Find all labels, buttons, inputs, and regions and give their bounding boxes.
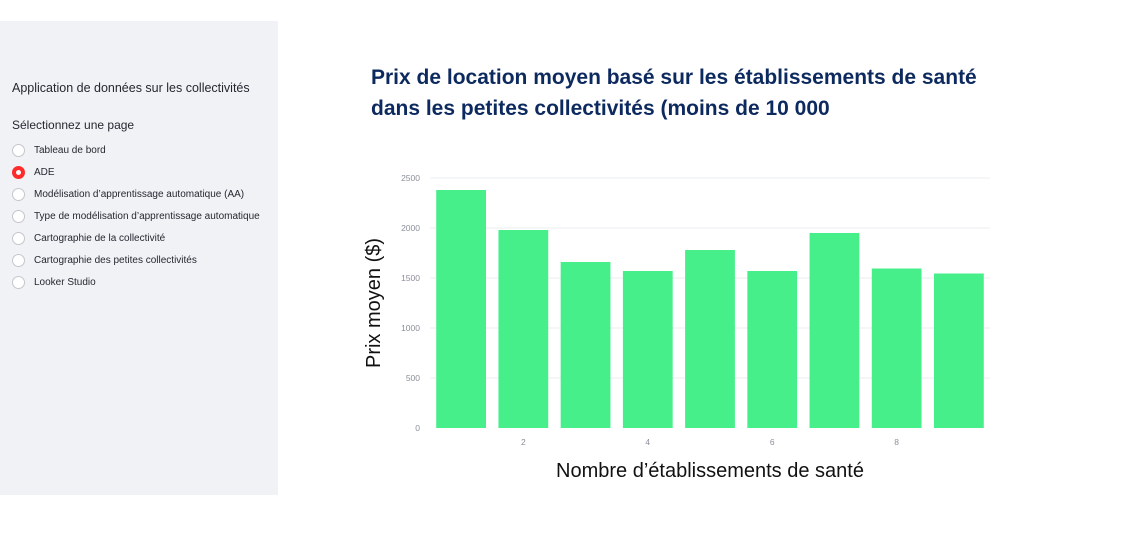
y-tick-label: 2500 — [401, 173, 420, 183]
radio-unselected-icon[interactable] — [12, 231, 25, 245]
radio-option[interactable]: Looker Studio — [12, 271, 260, 293]
x-axis-title: Nombre d’établissements de santé — [556, 460, 864, 482]
radio-option-label: Cartographie des petites collectivités — [34, 254, 197, 266]
radio-option[interactable]: Cartographie des petites collectivités — [12, 249, 260, 271]
y-tick-label: 0 — [415, 423, 420, 433]
radio-unselected-icon[interactable] — [12, 275, 25, 289]
bar — [871, 268, 922, 428]
radio-option-label: Looker Studio — [34, 276, 96, 288]
chart-title: Prix de location moyen basé sur les étab… — [371, 66, 977, 120]
bar — [809, 233, 860, 428]
radio-option[interactable]: Type de modélisation d’apprentissage aut… — [12, 205, 260, 227]
radio-option[interactable]: Modélisation d’apprentissage automatique… — [12, 183, 260, 205]
x-tick-label: 8 — [894, 437, 899, 447]
y-tick-label: 2000 — [401, 223, 420, 233]
x-tick-label: 2 — [521, 437, 526, 447]
app-title: Application de données sur les collectiv… — [12, 81, 250, 95]
page-radio-group: Tableau de bord ADE Modélisation d’apprent… — [12, 139, 260, 293]
radio-option[interactable]: Tableau de bord — [12, 139, 260, 161]
radio-unselected-icon[interactable] — [12, 143, 25, 157]
bar — [622, 271, 673, 428]
radio-option-label: Type de modélisation d’apprentissage aut… — [34, 210, 260, 222]
radio-option-label: Cartographie de la collectivité — [34, 232, 166, 244]
radio-unselected-icon[interactable] — [12, 187, 25, 201]
bar — [934, 273, 984, 428]
bar — [436, 190, 486, 428]
bar — [560, 262, 611, 428]
radio-option-label: ADE — [34, 166, 55, 178]
radio-unselected-icon[interactable] — [12, 209, 25, 223]
bar — [498, 230, 549, 428]
x-tick-label: 4 — [645, 437, 650, 447]
y-tick-label: 1000 — [401, 323, 420, 333]
radio-option-label: Modélisation d’apprentissage automatique… — [34, 188, 245, 200]
bar-chart: 0 500 1000 1500 2000 2500 2 4 6 8 Nombre d’établis… — [363, 173, 990, 482]
radio-selected-icon[interactable] — [12, 165, 25, 179]
bar — [685, 250, 735, 428]
radio-option-label: Tableau de bord — [34, 144, 106, 156]
y-tick-label: 1500 — [401, 273, 420, 283]
x-tick-label: 6 — [770, 437, 775, 447]
y-axis-title: Prix moyen ($) — [363, 238, 385, 368]
bar — [747, 271, 798, 428]
radio-option[interactable]: ADE — [12, 161, 260, 183]
y-tick-label: 500 — [406, 373, 420, 383]
radio-unselected-icon[interactable] — [12, 253, 25, 267]
sidebar: Application de données sur les collectiv… — [0, 21, 278, 495]
radio-option[interactable]: Cartographie de la collectivité — [12, 227, 260, 249]
page-select-label: Sélectionnez une page — [12, 118, 135, 132]
